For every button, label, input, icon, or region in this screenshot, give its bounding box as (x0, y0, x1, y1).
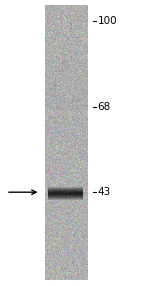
Text: 68: 68 (98, 102, 111, 112)
Text: 100: 100 (98, 16, 117, 25)
Text: 43: 43 (98, 187, 111, 197)
